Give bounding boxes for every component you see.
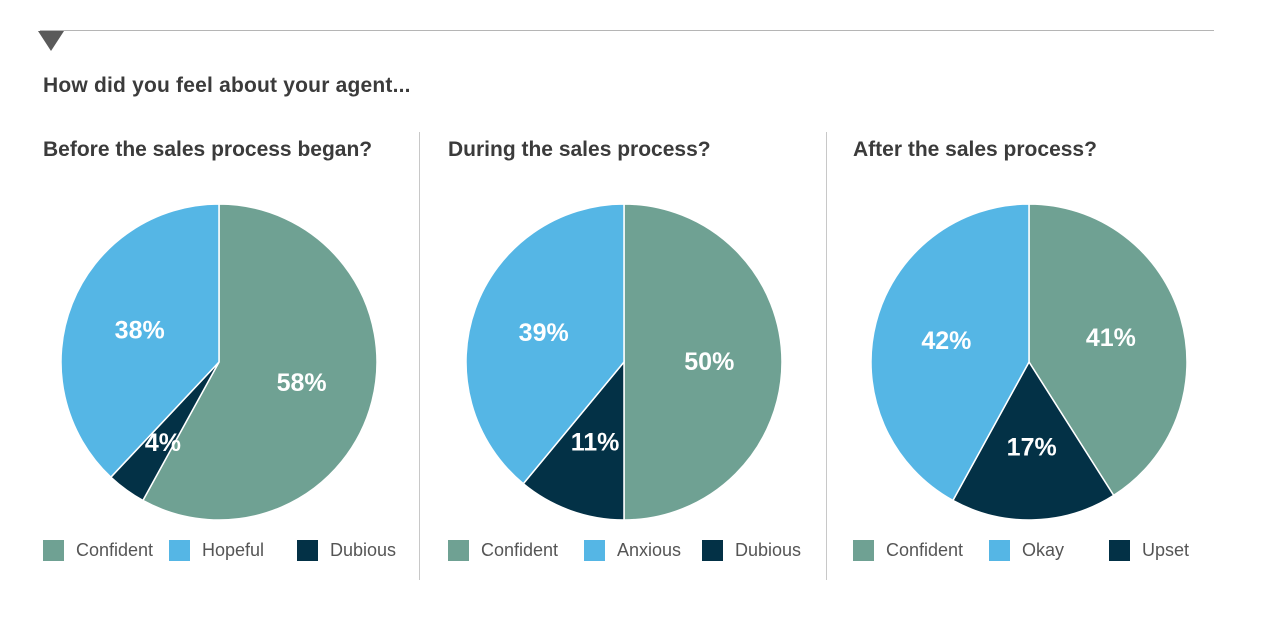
divider-1 — [419, 132, 420, 580]
legend-label: Okay — [1022, 540, 1065, 560]
slice-label-confident: 41% — [1086, 324, 1136, 352]
legend-item-upset: Upset — [1109, 540, 1189, 561]
legend-label: Dubious — [735, 540, 802, 560]
slice-label-confident: 58% — [277, 369, 327, 397]
legend-item-confident: Confident — [43, 540, 153, 561]
chart-title: Before the sales process began? — [43, 138, 373, 161]
legend: Confident Hopeful Dubious — [43, 540, 449, 570]
legend: Confident Anxious Dubious — [448, 540, 854, 570]
pie-slice-okay — [870, 203, 1030, 502]
top-rule — [40, 30, 1214, 31]
slice-label-confident: 50% — [684, 348, 734, 376]
pie-slice-confident — [623, 203, 783, 521]
pie-slice-anxious — [465, 203, 625, 485]
slice-label-upset: 17% — [1007, 433, 1057, 461]
pie-slice-hopeful — [60, 203, 220, 479]
legend-label: Upset — [1142, 540, 1190, 560]
legend-swatch — [448, 540, 469, 561]
legend-item-hopeful: Hopeful — [169, 540, 264, 561]
legend-label: Anxious — [617, 540, 682, 560]
pie-chart-during: 50% 11% 39% — [465, 203, 783, 521]
slice-label-anxious: 39% — [519, 319, 569, 347]
chart-panel-after: After the sales process? 41% 17% 42% Confi… — [853, 132, 1259, 580]
slice-label-hopeful: 38% — [115, 317, 165, 345]
legend-swatch — [169, 540, 190, 561]
legend-swatch — [853, 540, 874, 561]
legend-swatch — [702, 540, 723, 561]
chart-panel-before: Before the sales process began? 58% 4% 38%… — [43, 132, 449, 580]
pie-slice-upset — [951, 360, 1115, 521]
legend-item-dubious: Dubious — [702, 540, 801, 561]
slice-label-dubious: 11% — [571, 428, 620, 456]
legend-label: Dubious — [330, 540, 397, 560]
pie-chart-before: 58% 4% 38% — [60, 203, 378, 521]
main-question: How did you feel about your agent... — [43, 74, 411, 97]
legend-swatch — [989, 540, 1010, 561]
legend-label: Confident — [76, 540, 154, 560]
legend-item-anxious: Anxious — [584, 540, 681, 561]
pie-slice-confident — [141, 203, 378, 521]
legend-label: Confident — [481, 540, 559, 560]
triangle-marker-icon — [38, 31, 64, 51]
chart-title: During the sales process? — [448, 138, 711, 161]
slice-label-dubious: 4% — [145, 429, 181, 457]
legend-label: Confident — [886, 540, 964, 560]
legend-swatch — [584, 540, 605, 561]
legend: Confident Okay Upset — [853, 540, 1259, 570]
pie-chart-after: 41% 17% 42% — [870, 203, 1188, 521]
pie-slice-confident — [1028, 203, 1188, 497]
legend-item-confident: Confident — [448, 540, 558, 561]
legend-item-okay: Okay — [989, 540, 1064, 561]
legend-swatch — [1109, 540, 1130, 561]
legend-label: Hopeful — [202, 540, 265, 560]
legend-swatch — [43, 540, 64, 561]
divider-2 — [826, 132, 827, 580]
chart-panel-during: During the sales process? 50% 11% 39% Conf… — [448, 132, 854, 580]
legend-swatch — [297, 540, 318, 561]
pie-slice-dubious — [522, 359, 625, 521]
legend-item-confident: Confident — [853, 540, 963, 561]
slice-label-okay: 42% — [921, 327, 971, 355]
chart-title: After the sales process? — [853, 138, 1097, 161]
legend-item-dubious: Dubious — [297, 540, 396, 561]
